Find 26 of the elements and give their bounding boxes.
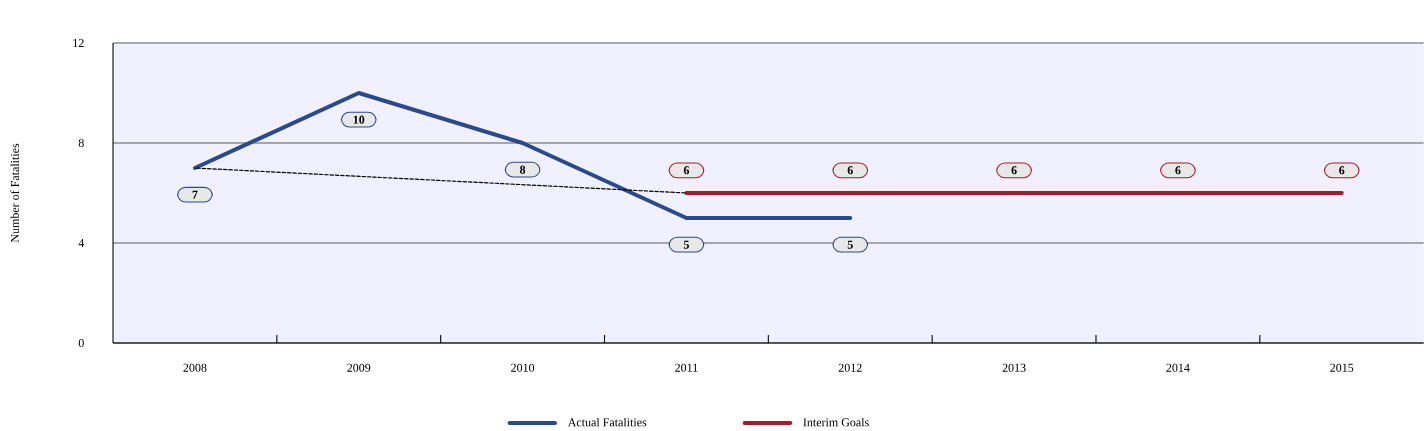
data-label: 6 — [683, 166, 690, 175]
x-tick-label: 2009 — [347, 363, 371, 372]
data-label: 10 — [353, 115, 365, 124]
data-label: 8 — [519, 165, 526, 174]
x-tick-label: 2015 — [1330, 363, 1354, 372]
data-label: 6 — [847, 166, 853, 175]
x-tick-label: 2013 — [1002, 363, 1026, 372]
y-tick-label: 12 — [73, 39, 84, 47]
line-series — [192, 90, 853, 220]
data-label: 6 — [1011, 166, 1017, 175]
legend-label: Actual Fatalities — [567, 417, 647, 427]
y-tick-label: 0 — [78, 338, 84, 348]
x-tick-label: 2014 — [1166, 363, 1190, 372]
x-tick-label: 2012 — [838, 363, 862, 372]
data-label: 6 — [1175, 166, 1181, 175]
data-label: 5 — [683, 240, 689, 249]
legend-label: Interim Goals — [803, 417, 869, 427]
y-tick-label: 8 — [78, 138, 84, 148]
data-label: 5 — [847, 240, 853, 249]
x-tick-label: 2008 — [183, 363, 207, 372]
x-tick-label: 2011 — [675, 363, 698, 372]
data-label: 6 — [1339, 166, 1345, 175]
y-axis-title: Number of Fatalities — [10, 143, 20, 243]
data-label: 7 — [192, 190, 198, 199]
x-tick-label: 2010 — [511, 363, 535, 372]
y-tick-label: 4 — [78, 239, 85, 247]
